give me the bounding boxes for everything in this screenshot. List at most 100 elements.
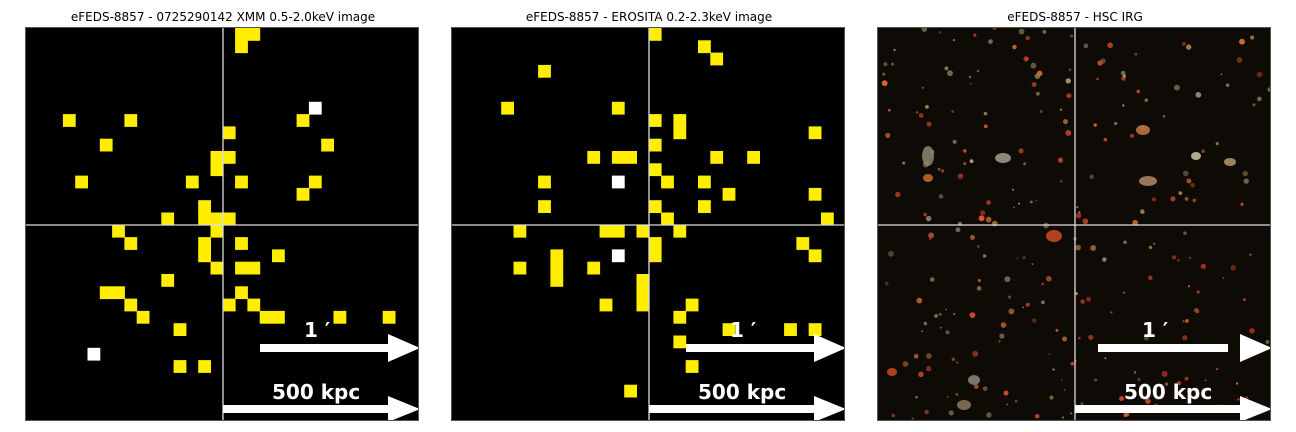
hsc-source: [1185, 318, 1189, 323]
hsc-source: [1249, 253, 1252, 256]
erosita-count-pixel: [784, 323, 797, 336]
hsc-source: [952, 38, 955, 42]
hsc-source: [902, 361, 909, 367]
hsc-source: [1032, 82, 1037, 87]
xmm-count-pixel: [124, 237, 138, 250]
hsc-source: [1190, 182, 1195, 188]
hsc-source: [1025, 302, 1030, 307]
xmm-count-pixel: [296, 187, 310, 201]
hsc-source: [973, 33, 977, 37]
erosita-count-pixel: [648, 200, 662, 213]
hsc-source: [882, 72, 886, 76]
xmm-scale-arcmin-label: 1 ′: [304, 318, 331, 342]
hsc-source: [947, 70, 953, 77]
hsc-source: [923, 212, 927, 217]
erosita-bright-pixel: [611, 249, 625, 263]
hsc-source: [1152, 242, 1156, 245]
hsc-source: [1188, 256, 1192, 260]
erosita-bright-pixel: [611, 175, 625, 189]
xmm-count-pixel: [99, 286, 113, 300]
xmm-count-pixel: [62, 114, 76, 127]
hsc-source: [1114, 121, 1118, 126]
hsc-source: [1230, 264, 1237, 271]
xmm-count-pixel: [198, 200, 211, 213]
hsc-source: [928, 232, 935, 239]
xmm-count-pixel: [235, 28, 248, 41]
hsc-galaxy: [887, 368, 897, 376]
hsc-source: [1186, 390, 1189, 393]
hsc-source: [1178, 191, 1183, 195]
hsc-source: [977, 279, 981, 282]
hsc-source: [1133, 371, 1137, 374]
hsc-source: [1119, 396, 1125, 402]
hsc-source: [1017, 202, 1020, 205]
erosita-pixel-map: [452, 28, 844, 420]
hsc-source: [1093, 123, 1097, 127]
erosita-count-pixel: [796, 237, 810, 250]
erosita-count-pixel: [710, 52, 724, 66]
hsc-source: [1062, 336, 1068, 342]
hsc-source: [1148, 275, 1153, 281]
hsc-source: [982, 386, 988, 392]
xmm-count-pixel: [161, 274, 175, 287]
erosita-scale-arcmin-arrowhead: [814, 334, 844, 362]
xmm-scale-arcmin-arrowhead: [388, 334, 418, 362]
erosita-count-pixel: [648, 28, 662, 41]
erosita-count-pixel: [808, 187, 822, 201]
hsc-source: [911, 417, 914, 420]
erosita-image: 1 ′ 500 kpc: [451, 27, 845, 421]
hsc-source: [1107, 42, 1113, 49]
hsc-source: [946, 396, 949, 398]
hsc-source: [1080, 402, 1084, 406]
xmm-count-pixel: [272, 249, 285, 263]
hsc-galaxy: [957, 400, 971, 410]
xmm-count-pixel: [198, 249, 211, 263]
hsc-source: [1182, 335, 1188, 341]
xmm-scale-arcmin-bar: [260, 344, 390, 352]
erosita-count-pixel: [538, 200, 551, 213]
erosita-count-pixel: [808, 323, 822, 336]
hsc-source: [1265, 340, 1270, 344]
xmm-count-pixel: [247, 298, 261, 312]
hsc-source: [1216, 368, 1219, 371]
erosita-count-pixel: [648, 249, 662, 263]
hsc-source: [891, 413, 895, 418]
hsc-source: [1184, 196, 1189, 201]
erosita-count-pixel: [821, 212, 834, 226]
hsc-source: [1039, 109, 1043, 113]
hsc-source: [1122, 104, 1125, 107]
hsc-source: [915, 395, 918, 399]
erosita-count-pixel: [808, 126, 822, 140]
hsc-source: [1041, 282, 1045, 286]
hsc-source: [1096, 77, 1099, 81]
xmm-count-pixel: [382, 310, 396, 324]
xmm-pixel-map: [26, 28, 418, 420]
hsc-source: [1176, 380, 1182, 386]
hsc-source: [948, 410, 954, 416]
hsc-source: [1145, 398, 1151, 404]
hsc-source: [969, 312, 976, 318]
hsc-source: [1144, 98, 1149, 102]
erosita-panel-title: eFEDS-8857 - EROSITA 0.2-2.3keV image: [525, 10, 773, 24]
erosita-count-pixel: [673, 335, 687, 349]
hsc-source: [1182, 320, 1185, 323]
hsc-source: [1240, 202, 1244, 206]
xmm-bright-pixel: [308, 101, 322, 115]
xmm-count-pixel: [222, 212, 236, 226]
xmm-count-pixel: [210, 261, 224, 275]
hsc-source: [945, 308, 948, 311]
hsc-source: [1052, 368, 1055, 371]
hsc-source: [968, 75, 972, 79]
hsc-source: [982, 254, 987, 258]
hsc-source: [1239, 38, 1245, 45]
hsc-source: [1162, 115, 1166, 118]
erosita-count-pixel: [611, 101, 625, 115]
hsc-source: [1136, 89, 1140, 94]
hsc-source: [1122, 291, 1126, 294]
hsc-source: [938, 312, 942, 316]
hsc-source: [1075, 244, 1081, 251]
hsc-source: [1035, 199, 1038, 202]
hsc-source: [1243, 178, 1249, 184]
hsc-galaxy: [995, 153, 1011, 163]
erosita-count-pixel: [661, 175, 674, 189]
